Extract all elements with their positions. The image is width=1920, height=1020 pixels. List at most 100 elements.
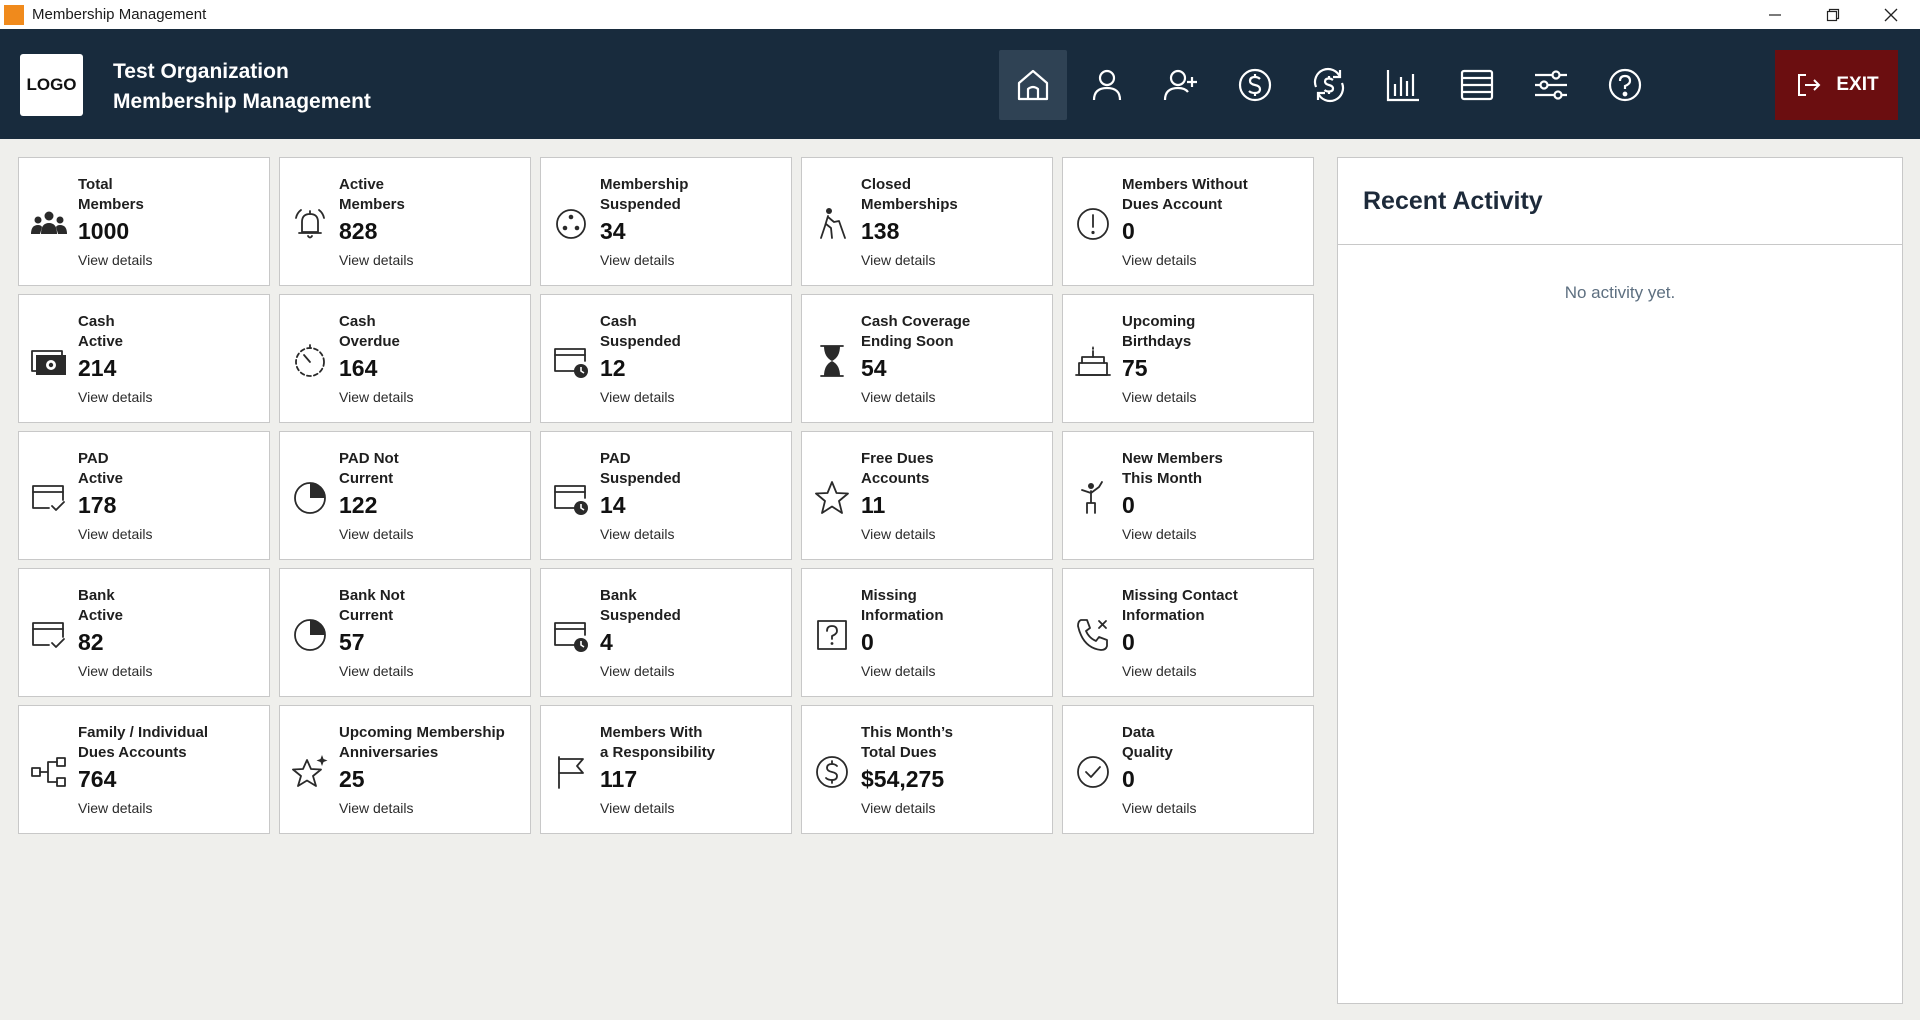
stat-card-title: Membership Suspended [600,176,689,213]
stat-card-value: 178 [78,492,117,518]
logo: LOGO [20,54,83,116]
org-name: Test Organization [113,60,289,83]
close-button[interactable] [1862,0,1920,29]
nav-renewals-button[interactable] [1295,50,1363,120]
stat-card-cash-suspended: Cash Suspended 12 View details [540,294,792,423]
nav-settings-button[interactable] [1517,50,1585,120]
view-details-link[interactable]: View details [1122,800,1197,816]
view-details-link[interactable]: View details [861,389,936,405]
view-details-link[interactable]: View details [78,252,153,268]
nav-dues-button[interactable] [1221,50,1289,120]
view-details-link[interactable]: View details [1122,389,1197,405]
nav-add-member-button[interactable] [1147,50,1215,120]
hourglass-icon [812,341,852,381]
stat-card-members-without-dues-account: Members Without Dues Account 0 View deta… [1062,157,1314,286]
stat-card-value: 14 [600,492,626,518]
view-details-link[interactable]: View details [861,526,936,542]
app-header: LOGO Test Organization Membership Manage… [0,29,1920,139]
nav-reports-button[interactable] [1369,50,1437,120]
view-details-link[interactable]: View details [861,252,936,268]
stat-card-value: $54,275 [861,766,945,792]
view-details-link[interactable]: View details [78,389,153,405]
stat-card-members-with-a-responsibility: Members With a Responsibility 117 View d… [540,705,792,834]
exit-button[interactable]: EXIT [1775,50,1898,120]
view-details-link[interactable]: View details [339,663,414,679]
view-details-link[interactable]: View details [600,800,675,816]
stat-card-value: 164 [339,355,378,381]
view-details-link[interactable]: View details [861,663,936,679]
window-titlebar: Membership Management [0,0,1920,29]
hierarchy-icon [29,752,69,792]
stat-card-title: Bank Suspended [600,587,681,624]
stat-card-bank-suspended: Bank Suspended 4 View details [540,568,792,697]
stat-card-bank-not-current: Bank Not Current 57 View details [279,568,531,697]
stat-card-title: Active Members [339,176,405,213]
phone-x-icon [1073,615,1113,655]
stat-card-title: Members With a Responsibility [600,724,716,761]
card-clock-icon [551,615,591,655]
restore-button[interactable] [1804,0,1862,29]
stat-card-value: 0 [1122,629,1135,655]
stat-card-value: 117 [600,766,638,792]
stat-card-value: 34 [600,218,626,244]
stat-card-title: Cash Coverage Ending Soon [861,313,971,350]
nav-member-button[interactable] [1073,50,1141,120]
stat-card-value: 0 [1122,492,1135,518]
stat-card-title: New Members This Month [1122,450,1223,487]
view-details-link[interactable]: View details [600,663,675,679]
stat-card-title: Members Without Dues Account [1122,176,1248,213]
stat-card-title: Bank Active [78,587,124,624]
recent-activity-empty: No activity yet. [1564,283,1676,302]
stat-card-value: 764 [78,766,117,792]
renew-dollar-icon [1313,67,1345,103]
stat-card-value: 82 [78,629,104,655]
view-details-link[interactable]: View details [78,663,153,679]
stat-card-title: Missing Contact Information [1122,587,1238,624]
nav-lists-button[interactable] [1443,50,1511,120]
stat-card-title: Upcoming Birthdays [1122,313,1196,350]
view-details-link[interactable]: View details [1122,663,1197,679]
home-icon [1017,69,1049,101]
view-details-link[interactable]: View details [339,526,414,542]
view-details-link[interactable]: View details [78,800,153,816]
stat-card-free-dues-accounts: Free Dues Accounts 11 View details [801,431,1053,560]
view-details-link[interactable]: View details [600,252,675,268]
stat-card-title: Bank Not Current [339,587,405,624]
dots-circle-icon [551,204,591,244]
pie-icon [290,478,330,518]
view-details-link[interactable]: View details [339,389,414,405]
view-details-link[interactable]: View details [861,800,936,816]
nav-help-button[interactable] [1591,50,1659,120]
view-details-link[interactable]: View details [600,526,675,542]
person-wave-icon [1073,478,1113,518]
stat-card-data-quality: Data Quality 0 View details [1062,705,1314,834]
stat-card-value: 0 [1122,218,1135,244]
stat-card-new-members-this-month: New Members This Month 0 View details [1062,431,1314,560]
stat-card-pad-suspended: PAD Suspended 14 View details [540,431,792,560]
nav-home-button[interactable] [999,50,1067,120]
card-check-icon [29,478,69,518]
window-controls [1746,0,1920,29]
stat-card-title: Data Quality [1122,724,1173,761]
star-icon [812,478,852,518]
group-icon [29,204,69,244]
add-user-icon [1163,69,1197,101]
dollar-icon [1238,68,1272,102]
stat-card-title: Upcoming Membership Anniversaries [339,724,505,761]
exit-icon [1798,74,1821,96]
view-details-link[interactable]: View details [339,800,414,816]
view-details-link[interactable]: View details [1122,252,1197,268]
minimize-button[interactable] [1746,0,1804,29]
timer-icon [290,341,330,381]
star-sparkle-icon [290,752,330,792]
view-details-link[interactable]: View details [78,526,153,542]
app-name: Membership Management [113,90,371,113]
stat-card-value: 0 [861,629,874,655]
stat-card-value: 4 [600,629,613,655]
view-details-link[interactable]: View details [1122,526,1197,542]
view-details-link[interactable]: View details [339,252,414,268]
view-details-link[interactable]: View details [600,389,675,405]
list-icon [1460,69,1494,101]
user-icon [1092,69,1122,101]
stat-card-family-individual-dues-accounts: Family / Individual Dues Accounts 764 Vi… [18,705,270,834]
